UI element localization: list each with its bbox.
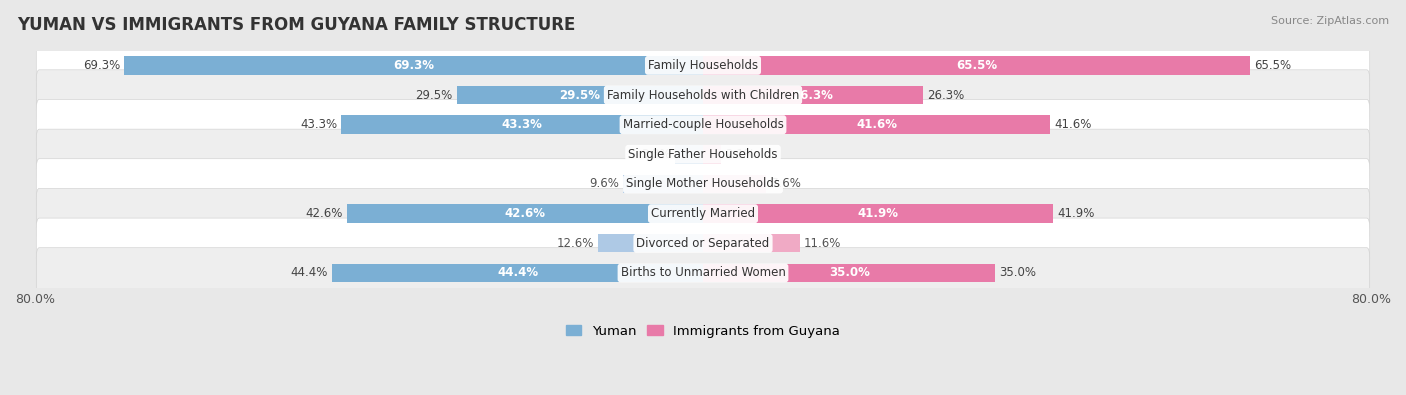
Bar [332, 264, 703, 282]
FancyBboxPatch shape [37, 100, 1369, 150]
FancyBboxPatch shape [37, 70, 1369, 120]
Text: Family Households: Family Households [648, 59, 758, 72]
Text: 42.6%: 42.6% [305, 207, 343, 220]
FancyBboxPatch shape [37, 188, 1369, 239]
Text: 43.3%: 43.3% [502, 118, 543, 131]
FancyBboxPatch shape [37, 248, 1369, 298]
Bar [342, 115, 703, 134]
Bar [703, 175, 766, 193]
Bar [703, 145, 720, 164]
Text: 2.1%: 2.1% [724, 148, 755, 161]
Text: 29.5%: 29.5% [560, 88, 600, 102]
Text: 69.3%: 69.3% [83, 59, 120, 72]
Text: 65.5%: 65.5% [956, 59, 997, 72]
Text: Divorced or Separated: Divorced or Separated [637, 237, 769, 250]
Bar [703, 115, 1050, 134]
Text: Married-couple Households: Married-couple Households [623, 118, 783, 131]
Text: 26.3%: 26.3% [793, 88, 834, 102]
Text: 12.6%: 12.6% [557, 237, 593, 250]
Bar [703, 86, 922, 104]
Text: 26.3%: 26.3% [927, 88, 965, 102]
FancyBboxPatch shape [37, 129, 1369, 180]
Text: Currently Married: Currently Married [651, 207, 755, 220]
FancyBboxPatch shape [37, 159, 1369, 209]
Text: 7.6%: 7.6% [770, 177, 800, 190]
Text: 29.5%: 29.5% [415, 88, 453, 102]
Bar [347, 205, 703, 223]
Legend: Yuman, Immigrants from Guyana: Yuman, Immigrants from Guyana [561, 319, 845, 343]
Text: 41.9%: 41.9% [858, 207, 898, 220]
Bar [675, 145, 703, 164]
Bar [703, 234, 800, 252]
Text: 44.4%: 44.4% [291, 267, 328, 279]
Text: 65.5%: 65.5% [1254, 59, 1291, 72]
FancyBboxPatch shape [37, 218, 1369, 269]
Bar [703, 56, 1250, 75]
Text: 41.9%: 41.9% [1057, 207, 1094, 220]
Text: 41.6%: 41.6% [856, 118, 897, 131]
Text: Single Father Households: Single Father Households [628, 148, 778, 161]
Text: 41.6%: 41.6% [1054, 118, 1092, 131]
Text: Births to Unmarried Women: Births to Unmarried Women [620, 267, 786, 279]
Text: 9.6%: 9.6% [589, 177, 619, 190]
Text: 35.0%: 35.0% [1000, 267, 1036, 279]
Text: 11.6%: 11.6% [804, 237, 841, 250]
FancyBboxPatch shape [37, 40, 1369, 90]
Text: 69.3%: 69.3% [394, 59, 434, 72]
Text: Source: ZipAtlas.com: Source: ZipAtlas.com [1271, 16, 1389, 26]
Bar [124, 56, 703, 75]
Text: Family Households with Children: Family Households with Children [607, 88, 799, 102]
Text: 3.3%: 3.3% [641, 148, 671, 161]
Bar [598, 234, 703, 252]
Bar [623, 175, 703, 193]
Text: 44.4%: 44.4% [498, 267, 538, 279]
Bar [457, 86, 703, 104]
Text: Single Mother Households: Single Mother Households [626, 177, 780, 190]
Text: YUMAN VS IMMIGRANTS FROM GUYANA FAMILY STRUCTURE: YUMAN VS IMMIGRANTS FROM GUYANA FAMILY S… [17, 16, 575, 34]
Text: 42.6%: 42.6% [505, 207, 546, 220]
Bar [703, 205, 1053, 223]
Text: 35.0%: 35.0% [828, 267, 869, 279]
Text: 43.3%: 43.3% [299, 118, 337, 131]
Bar [703, 264, 995, 282]
